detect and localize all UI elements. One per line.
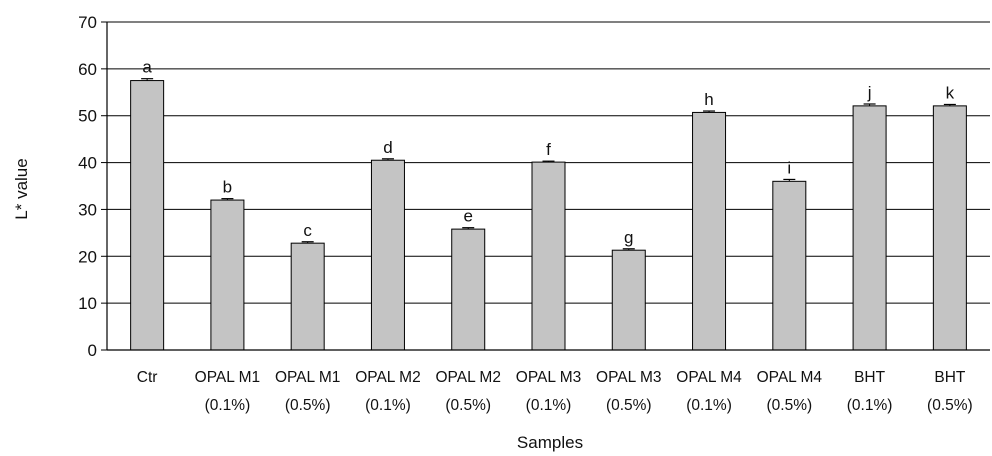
bar [531, 161, 566, 351]
y-tick-label: 70 [78, 13, 97, 32]
x-tick-label: Ctr [137, 369, 158, 386]
significance-letter: j [867, 83, 872, 102]
y-tick-label: 0 [88, 341, 97, 360]
x-tick-label: OPAL M2 [355, 369, 420, 386]
significance-letter: g [624, 228, 633, 247]
bar [210, 199, 245, 351]
bar [370, 159, 405, 351]
x-tick-sublabel: (0.5%) [606, 397, 652, 414]
x-tick-label: BHT [854, 369, 886, 386]
x-tick-sublabel: (0.1%) [365, 397, 411, 414]
bar [451, 228, 486, 351]
axes [101, 21, 990, 351]
x-tick-sublabel: (0.5%) [285, 397, 331, 414]
significance-letter: i [787, 158, 791, 177]
y-tick-label: 30 [78, 200, 97, 219]
x-tick-label: OPAL M1 [195, 369, 260, 386]
x-tick-sublabel: (0.1%) [686, 397, 732, 414]
x-tick-label: OPAL M3 [516, 369, 581, 386]
y-tick-label: 40 [78, 154, 97, 173]
y-tick-label: 60 [78, 60, 97, 79]
bar [692, 111, 727, 351]
x-tick-label: BHT [934, 369, 966, 386]
y-tick-labels: 0 10 20 30 40 50 60 70 [78, 13, 97, 360]
x-tick-sublabel: (0.5%) [766, 397, 812, 414]
y-axis-label: L* value [12, 158, 31, 219]
bar [611, 249, 646, 351]
bar [852, 105, 887, 351]
x-tick-sublabel: (0.5%) [445, 397, 491, 414]
bar [772, 180, 807, 351]
significance-letter: b [223, 178, 232, 197]
x-tick-label: OPAL M2 [435, 369, 500, 386]
x-tick-sublabel: (0.1%) [526, 397, 572, 414]
x-tick-labels: Ctr OPAL M1 (0.1%) OPAL M1 (0.5%) OPAL M2 (0.1… [137, 369, 973, 414]
significance-letter: d [383, 138, 392, 157]
significance-letter: e [463, 207, 472, 226]
y-tick-label: 10 [78, 294, 97, 313]
x-axis-label: Samples [517, 433, 583, 452]
bar [290, 242, 325, 351]
bars [130, 80, 967, 351]
x-tick-sublabel: (0.1%) [205, 397, 251, 414]
y-tick-label: 20 [78, 247, 97, 266]
y-tick-label: 50 [78, 107, 97, 126]
bar [130, 80, 165, 351]
significance-letter: f [546, 140, 551, 159]
bar [932, 105, 967, 351]
x-tick-label: OPAL M1 [275, 369, 340, 386]
x-tick-label: OPAL M4 [676, 369, 742, 386]
x-tick-sublabel: (0.5%) [927, 397, 973, 414]
significance-letters: a b c d e f g h i j k [142, 58, 954, 247]
x-tick-label: OPAL M4 [757, 369, 823, 386]
significance-letter: c [303, 221, 312, 240]
x-tick-sublabel: (0.1%) [847, 397, 893, 414]
significance-letter: h [704, 90, 713, 109]
significance-letter: k [946, 83, 955, 102]
significance-letter: a [142, 58, 152, 77]
x-tick-label: OPAL M3 [596, 369, 661, 386]
error-bars [141, 78, 956, 251]
